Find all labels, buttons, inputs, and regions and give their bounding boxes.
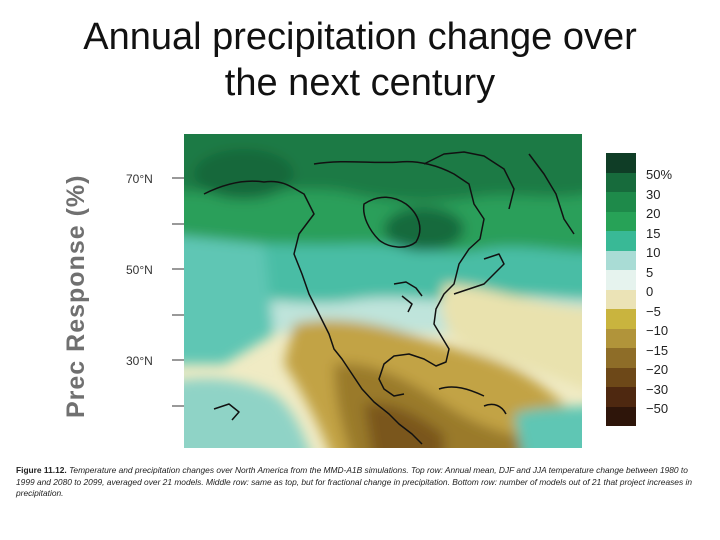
legend-swatch	[606, 406, 636, 426]
slide-title: Annual precipitation change over the nex…	[0, 14, 720, 106]
legend-swatch	[606, 211, 636, 231]
legend-label: 5	[646, 264, 654, 280]
legend-swatch	[606, 250, 636, 270]
legend-swatch	[606, 192, 636, 212]
legend-swatch	[606, 153, 636, 173]
caption-label: Figure 11.12.	[16, 465, 67, 475]
legend-label: −30	[646, 381, 669, 397]
legend-labels: 50% 30 20 15 10 5 0 −5 −10 −15 −20 −30 −50	[646, 165, 672, 419]
legend-swatch	[606, 270, 636, 290]
title-line-1: Annual precipitation change over	[83, 16, 637, 58]
legend-swatch	[606, 231, 636, 251]
precip-field	[184, 134, 582, 448]
latitude-label-70n: 70°N	[126, 172, 153, 186]
legend-swatch	[606, 309, 636, 329]
precipitation-map	[184, 134, 582, 448]
legend-label: −5	[646, 303, 661, 319]
caption-text: Temperature and precipitation changes ov…	[16, 465, 692, 498]
legend-label: 10	[646, 245, 661, 260]
legend-swatch	[606, 367, 636, 387]
title-line-2: the next century	[224, 62, 496, 104]
figure-caption: Figure 11.12. Temperature and precipitat…	[16, 465, 706, 500]
legend-label: 30	[646, 186, 661, 202]
latitude-ticks	[172, 177, 184, 407]
legend-label: 20	[646, 206, 661, 221]
legend-swatch	[606, 289, 636, 309]
legend-swatch	[606, 328, 636, 348]
legend-label: −15	[646, 342, 669, 358]
legend-swatch	[606, 172, 636, 192]
legend-label: −10	[646, 323, 669, 338]
legend-swatch	[606, 387, 636, 407]
coastline	[203, 151, 575, 445]
legend-label: −20	[646, 362, 669, 377]
map-svg	[184, 134, 582, 448]
legend-colorbar	[606, 153, 636, 426]
legend-label: −50	[646, 401, 669, 416]
latitude-label-30n: 30°N	[126, 354, 153, 368]
legend-swatch	[606, 348, 636, 368]
legend-label: 50%	[646, 167, 673, 182]
latitude-label-50n: 50°N	[126, 263, 153, 277]
y-axis-label: Prec Response (%)	[62, 174, 90, 418]
legend-label: 15	[646, 225, 661, 241]
legend-label: 0	[646, 284, 654, 299]
